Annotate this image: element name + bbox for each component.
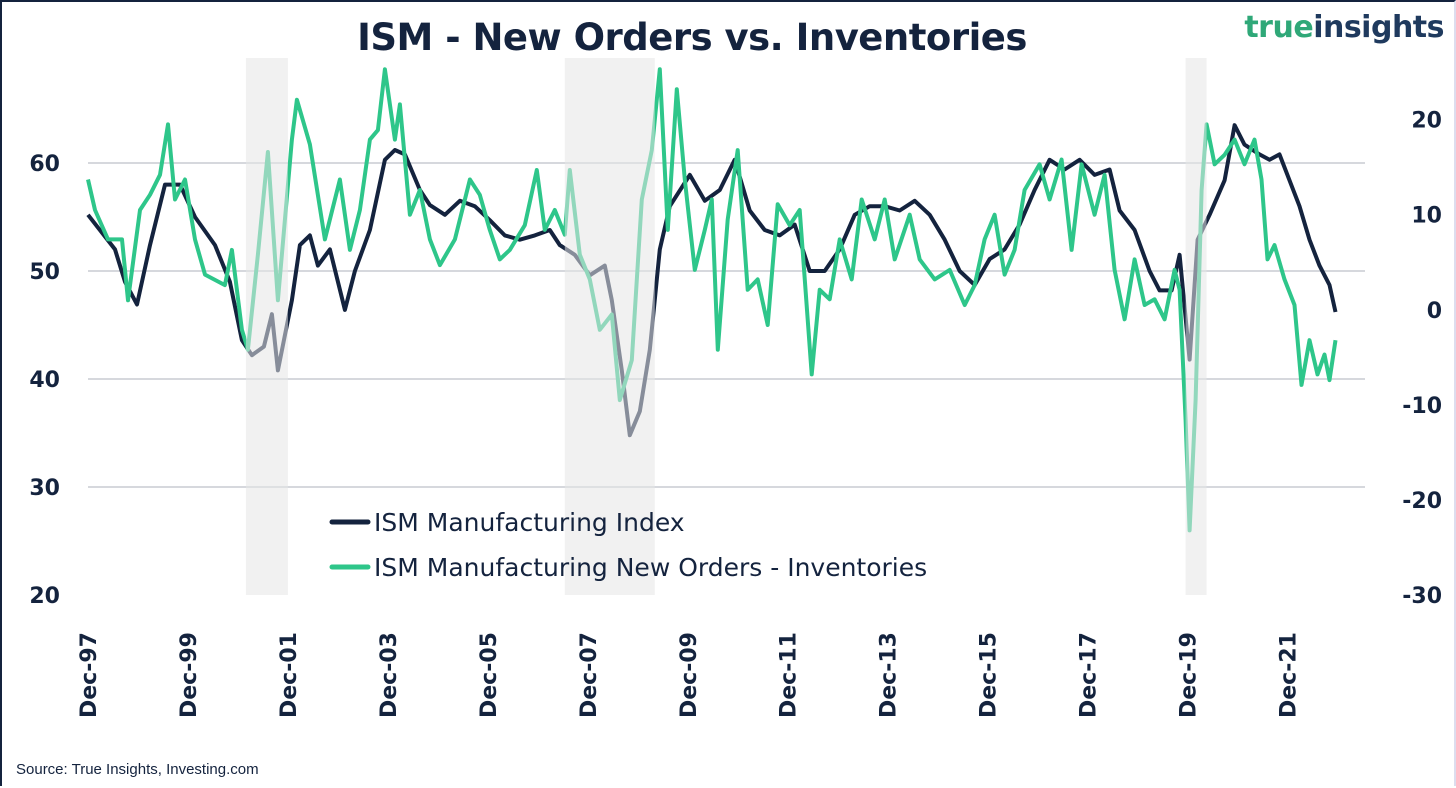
recession-shading	[564, 58, 655, 595]
x-tick-label: Dec-17	[1077, 632, 1102, 718]
y-right-tick-label: 20	[1411, 109, 1442, 134]
y-left-tick-label: 40	[29, 368, 60, 393]
new-orders-minus-inventories-line	[86, 67, 1338, 533]
x-tick-label: Dec-19	[1177, 632, 1202, 718]
y-left-tick-label: 30	[29, 476, 60, 501]
y-right-tick-label: -10	[1402, 394, 1442, 419]
x-tick-label: Dec-97	[77, 632, 102, 718]
y-left-tick-label: 20	[29, 584, 60, 609]
x-tick-label: Dec-11	[777, 632, 802, 718]
legend-label: ISM Manufacturing Index	[374, 508, 685, 537]
y-right-tick-label: -30	[1402, 584, 1442, 609]
x-tick-label: Dec-01	[277, 632, 302, 718]
chart-title: ISM - New Orders vs. Inventories	[357, 16, 1027, 59]
y-right-tick-label: -20	[1402, 489, 1442, 514]
x-tick-label: Dec-05	[477, 632, 502, 718]
y-right-tick-label: 0	[1427, 299, 1442, 324]
recession-shading	[245, 58, 288, 595]
x-tick-label: Dec-03	[377, 632, 402, 718]
y-left-tick-label: 50	[29, 260, 60, 285]
y-right-tick-label: 10	[1411, 204, 1442, 229]
logo-part-true: true	[1244, 10, 1314, 45]
x-tick-label: Dec-09	[677, 632, 702, 718]
x-tick-label: Dec-13	[877, 632, 902, 718]
x-tick-label: Dec-07	[577, 632, 602, 718]
x-tick-label: Dec-21	[1277, 632, 1302, 718]
true-insights-logo: trueinsights	[1244, 10, 1444, 45]
legend-label: ISM Manufacturing New Orders - Inventori…	[374, 553, 927, 582]
x-tick-label: Dec-99	[177, 632, 202, 718]
y-left-tick-label: 60	[29, 152, 60, 177]
recession-shading	[1185, 58, 1207, 595]
x-tick-label: Dec-15	[977, 632, 1002, 718]
source-note: Source: True Insights, Investing.com	[16, 761, 259, 778]
logo-part-insights: insights	[1313, 10, 1444, 45]
